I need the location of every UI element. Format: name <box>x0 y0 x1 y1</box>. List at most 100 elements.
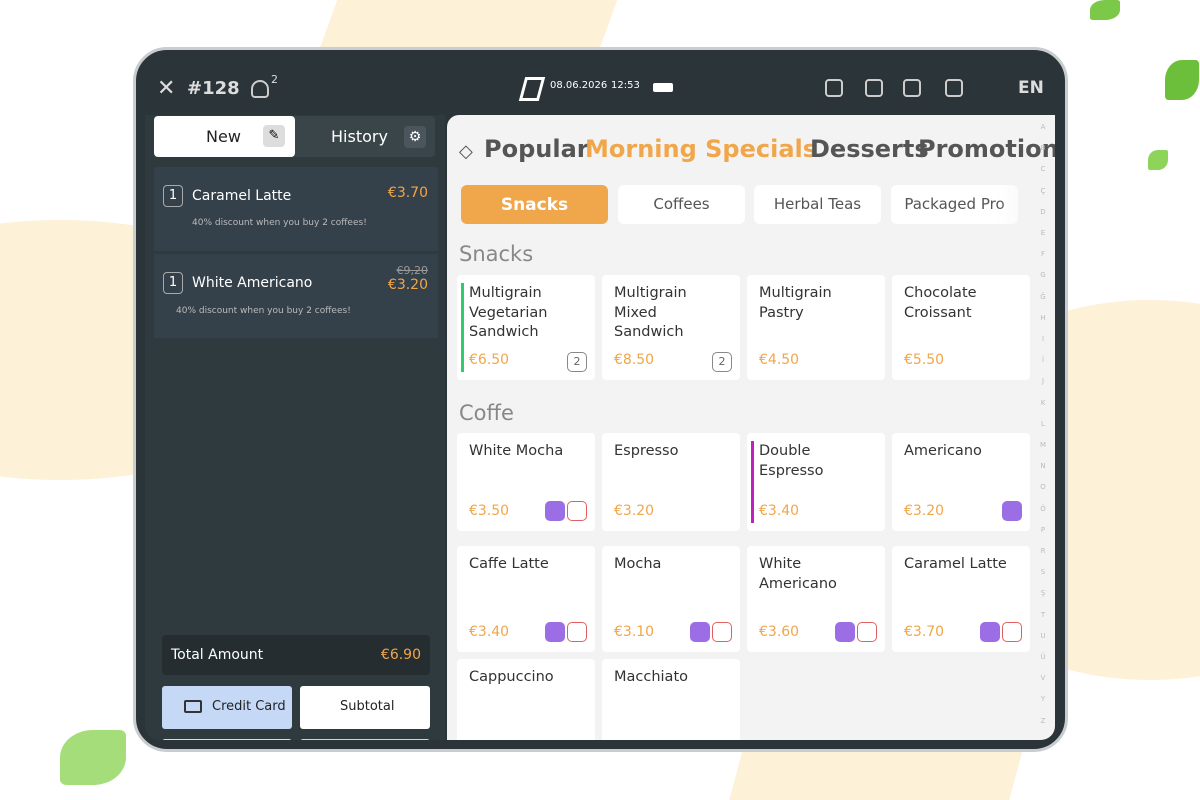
new-tab[interactable]: New ✎ <box>154 116 295 157</box>
leaf-icon <box>567 622 587 642</box>
product-card[interactable]: Multigrain Vegetarian Sandwich €6.50 2 <box>457 275 595 380</box>
product-price: €4.50 <box>759 352 800 368</box>
alphabet-index[interactable]: Ç <box>1040 186 1046 195</box>
date: 08.06.2026 <box>550 80 608 91</box>
product-card[interactable]: Mocha €3.10 <box>602 546 740 652</box>
alphabet-index[interactable]: U <box>1040 631 1046 640</box>
alphabet-index[interactable]: R <box>1040 547 1046 555</box>
category-tab[interactable]: Popular <box>484 135 589 163</box>
battery <box>653 83 673 92</box>
product-card[interactable]: Macchiato <box>602 659 740 740</box>
alphabet-index[interactable]: L <box>1041 419 1045 428</box>
guest-count: 2 <box>271 73 278 86</box>
product-card[interactable]: Cappuccino <box>457 659 595 740</box>
alphabet-index[interactable]: E <box>1040 229 1046 237</box>
alphabet-index[interactable]: F <box>1040 250 1046 259</box>
subcategory-tab[interactable]: Coffees <box>618 185 745 224</box>
cup-icon <box>690 622 710 642</box>
subcategory-tab[interactable]: Packaged Pro <box>891 185 1018 224</box>
alphabet-index[interactable]: K <box>1040 398 1046 407</box>
item-price: €3.20 <box>387 277 428 293</box>
total-value: €6.90 <box>380 647 421 663</box>
alphabet-index[interactable]: M <box>1039 441 1047 449</box>
item-name: White Americano <box>192 275 313 291</box>
subcategory-label: Coffees <box>653 195 710 213</box>
payment-button[interactable]: Credit Card <box>162 686 292 729</box>
product-card[interactable]: Americano €3.20 <box>892 433 1030 531</box>
scroll-fade <box>997 175 1055 230</box>
discount-note: 40% discount when you buy 2 coffees! <box>192 218 367 228</box>
product-price: €8.50 <box>614 352 655 368</box>
toolbar-icon[interactable] <box>903 79 921 97</box>
guest-icon[interactable] <box>251 80 269 98</box>
cup-icon <box>545 501 565 521</box>
category-tab[interactable]: Morning Specials <box>585 135 818 163</box>
product-card[interactable]: Caramel Latte €3.70 <box>892 546 1030 652</box>
alphabet-index[interactable]: S <box>1040 568 1046 577</box>
product-price: €3.40 <box>759 503 800 519</box>
alphabet-index[interactable]: T <box>1040 610 1046 619</box>
product-card[interactable]: Caffe Latte €3.40 <box>457 546 595 652</box>
old-price: €9,20 <box>396 264 429 277</box>
alphabet-index[interactable]: D <box>1040 207 1046 216</box>
time: 12:53 <box>611 80 640 91</box>
quantity: 1 <box>163 272 183 294</box>
alphabet-index[interactable]: İ <box>1041 356 1045 365</box>
alphabet-index[interactable]: J <box>1041 377 1045 386</box>
alphabet-index[interactable]: I <box>1041 335 1045 343</box>
alphabet-index[interactable]: Ö <box>1040 504 1046 513</box>
product-price: €6.50 <box>469 352 510 368</box>
alphabet-index[interactable]: G <box>1040 271 1046 280</box>
product-card[interactable]: Multigrain Mixed Sandwich €8.50 2 <box>602 275 740 380</box>
product-name: Espresso <box>614 443 679 459</box>
alphabet-index[interactable]: C <box>1040 165 1046 174</box>
language[interactable]: EN <box>1018 78 1044 98</box>
leaf <box>60 730 126 785</box>
section-title: Snacks <box>459 242 534 266</box>
button-label: Credit Card <box>212 699 286 714</box>
product-card[interactable]: Chocolate Croissant €5.50 <box>892 275 1030 380</box>
screen: ✕ #128 2 08.06.2026 12:53 EN New ✎ History ⚙ 1 Cara… <box>145 60 1055 740</box>
category-tab[interactable]: Desserts <box>810 135 929 163</box>
alphabet-index[interactable]: Z <box>1040 716 1046 725</box>
cup-icon <box>545 622 565 642</box>
subcategory-tab[interactable]: Snacks <box>461 185 608 224</box>
leaf <box>1165 60 1199 100</box>
product-card[interactable]: Double Espresso €3.40 <box>747 433 885 531</box>
product-card[interactable]: White Americano €3.60 <box>747 546 885 652</box>
alphabet-index[interactable]: B <box>1040 144 1046 153</box>
item-price: €3.70 <box>387 185 428 201</box>
alphabet-index[interactable]: V <box>1040 674 1046 683</box>
order-item[interactable]: 1 Caramel Latte €3.70 40% discount when you… <box>154 167 438 251</box>
alphabet-index[interactable]: Ş <box>1040 589 1046 598</box>
toolbar-icon[interactable] <box>945 79 963 97</box>
product-card[interactable]: White Mocha €3.50 <box>457 433 595 531</box>
leaf-icon <box>567 501 587 521</box>
close-icon[interactable]: ✕ <box>157 76 176 101</box>
order-item[interactable]: 1 White Americano €9,20 €3.20 40% discount w… <box>154 254 438 338</box>
alphabet-index[interactable]: Ğ <box>1040 292 1046 301</box>
alphabet-index[interactable]: Ü <box>1040 653 1046 661</box>
product-name: Mocha <box>614 556 662 572</box>
subcategory-label: Snacks <box>500 195 569 215</box>
payment-button[interactable]: Cash <box>162 739 292 740</box>
alphabet-index[interactable]: P <box>1040 525 1046 534</box>
product-card[interactable]: Multigrain Pastry €4.50 <box>747 275 885 380</box>
alphabet-index[interactable]: O <box>1040 483 1046 492</box>
alphabet-index[interactable]: Y <box>1040 695 1046 704</box>
toolbar-icon[interactable] <box>825 79 843 97</box>
toolbar-icon[interactable] <box>865 79 883 97</box>
subcategory-label: Herbal Teas <box>773 195 862 213</box>
subcategory-tab[interactable]: Herbal Teas <box>754 185 881 224</box>
category-tab[interactable]: Promotions <box>918 135 1055 163</box>
product-name: Double Espresso <box>759 443 824 479</box>
product-card[interactable]: Espresso €3.20 <box>602 433 740 531</box>
payment-button[interactable]: Subtotal <box>300 686 430 729</box>
alphabet-index[interactable]: A <box>1040 123 1046 131</box>
alphabet-index[interactable]: N <box>1040 462 1046 471</box>
payment-button[interactable]: Take Payment <box>300 739 430 740</box>
alphabet-index[interactable]: H <box>1040 313 1046 322</box>
history-label[interactable]: History <box>331 127 388 146</box>
product-name: Chocolate Croissant <box>904 285 977 321</box>
